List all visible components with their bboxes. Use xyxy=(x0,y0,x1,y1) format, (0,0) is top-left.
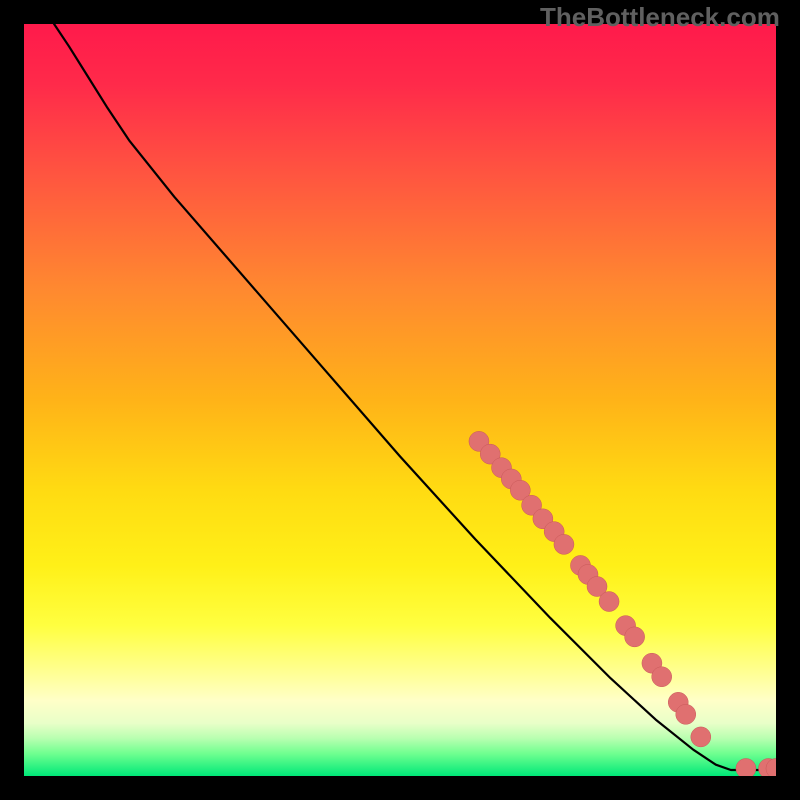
gradient-background xyxy=(24,24,776,776)
data-point xyxy=(625,627,645,647)
watermark-label: TheBottleneck.com xyxy=(540,2,780,33)
data-point xyxy=(554,534,574,554)
data-point xyxy=(691,727,711,747)
chart-svg xyxy=(24,24,776,776)
data-point xyxy=(676,704,696,724)
chart-plot-area xyxy=(24,24,776,776)
data-point xyxy=(736,758,756,776)
data-point xyxy=(599,592,619,612)
data-point xyxy=(652,667,672,687)
